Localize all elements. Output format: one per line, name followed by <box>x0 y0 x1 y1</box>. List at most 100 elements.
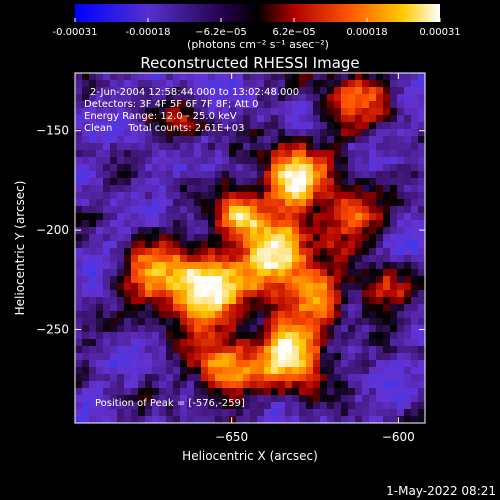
heatmap-cell <box>376 108 384 116</box>
heatmap-cell <box>215 402 223 410</box>
heatmap-cell <box>299 311 307 319</box>
heatmap-cell <box>264 353 272 361</box>
heatmap-cell <box>313 360 321 368</box>
heatmap-cell <box>124 409 132 417</box>
heatmap-cell <box>222 234 230 242</box>
heatmap-cell <box>96 304 104 312</box>
heatmap-cell <box>208 178 216 186</box>
heatmap-cell <box>418 94 425 102</box>
heatmap-cell <box>299 234 307 242</box>
heatmap-cell <box>103 297 111 305</box>
heatmap-cell <box>320 94 328 102</box>
heatmap-cell <box>187 360 195 368</box>
heatmap-cell <box>208 360 216 368</box>
heatmap-cell <box>299 122 307 130</box>
heatmap-cell <box>145 388 153 396</box>
heatmap-cell <box>348 395 356 403</box>
heatmap-cell <box>138 227 146 235</box>
heatmap-cell <box>369 388 377 396</box>
heatmap-cell <box>201 213 209 221</box>
heatmap-cell <box>299 304 307 312</box>
heatmap-cell <box>299 248 307 256</box>
heatmap-cell <box>271 381 279 389</box>
heatmap-cell <box>103 192 111 200</box>
heatmap-cell <box>131 80 139 88</box>
heatmap-cell <box>362 325 370 333</box>
heatmap-cell <box>89 311 97 319</box>
heatmap-cell <box>285 367 293 375</box>
heatmap-cell <box>348 164 356 172</box>
heatmap-cell <box>201 241 209 249</box>
heatmap-cell <box>96 136 104 144</box>
heatmap-cell <box>250 164 258 172</box>
heatmap-cell <box>187 311 195 319</box>
heatmap-cell <box>222 101 230 109</box>
heatmap-cell <box>243 108 251 116</box>
heatmap-cell <box>229 255 237 263</box>
heatmap-cell <box>292 108 300 116</box>
heatmap-cell <box>278 325 286 333</box>
heatmap-cell <box>166 192 174 200</box>
heatmap-cell <box>159 101 167 109</box>
heatmap-cell <box>96 262 104 270</box>
heatmap-cell <box>187 136 195 144</box>
heatmap-cell <box>229 206 237 214</box>
heatmap-cell <box>334 87 342 95</box>
heatmap-cell <box>145 255 153 263</box>
heatmap-cell <box>327 332 335 340</box>
heatmap-cell <box>264 346 272 354</box>
heatmap-cell <box>404 87 412 95</box>
heatmap-cell <box>327 178 335 186</box>
heatmap-cell <box>299 402 307 410</box>
heatmap-cell <box>117 199 125 207</box>
heatmap-cell <box>159 395 167 403</box>
heatmap-cell <box>278 346 286 354</box>
heatmap-cell <box>292 157 300 165</box>
heatmap-cell <box>117 388 125 396</box>
heatmap-cell <box>117 255 125 263</box>
heatmap-cell <box>201 199 209 207</box>
heatmap-cell <box>404 164 412 172</box>
heatmap-cell <box>369 143 377 151</box>
heatmap-cell <box>306 311 314 319</box>
heatmap-cell <box>362 122 370 130</box>
heatmap-cell <box>75 227 83 235</box>
heatmap-cell <box>285 129 293 137</box>
heatmap-cell <box>187 108 195 116</box>
heatmap-cell <box>173 143 181 151</box>
heatmap-cell <box>313 94 321 102</box>
heatmap-cell <box>215 80 223 88</box>
heatmap-cell <box>390 227 398 235</box>
heatmap-cell <box>327 262 335 270</box>
heatmap-cell <box>96 185 104 193</box>
heatmap-cell <box>208 325 216 333</box>
heatmap-cell <box>271 227 279 235</box>
heatmap-cell <box>215 325 223 333</box>
heatmap-cell <box>229 101 237 109</box>
heatmap-cell <box>376 227 384 235</box>
heatmap-cell <box>243 297 251 305</box>
heatmap-cell <box>243 276 251 284</box>
heatmap-cell <box>173 332 181 340</box>
heatmap-cell <box>320 255 328 263</box>
heatmap-cell <box>313 157 321 165</box>
heatmap-cell <box>194 318 202 326</box>
heatmap-cell <box>327 129 335 137</box>
heatmap-cell <box>166 290 174 298</box>
heatmap-cell <box>82 360 90 368</box>
heatmap-cell <box>362 150 370 158</box>
heatmap-cell <box>250 276 258 284</box>
heatmap-cell <box>96 206 104 214</box>
heatmap-cell <box>82 262 90 270</box>
heatmap-cell <box>257 346 265 354</box>
heatmap-cell <box>89 339 97 347</box>
heatmap-cell <box>355 416 363 423</box>
heatmap-cell <box>341 185 349 193</box>
heatmap-cell <box>285 353 293 361</box>
heatmap-cell <box>306 101 314 109</box>
heatmap-cell <box>89 171 97 179</box>
heatmap-cell <box>103 108 111 116</box>
heatmap-cell <box>362 339 370 347</box>
heatmap-cell <box>194 178 202 186</box>
heatmap-cell <box>222 339 230 347</box>
